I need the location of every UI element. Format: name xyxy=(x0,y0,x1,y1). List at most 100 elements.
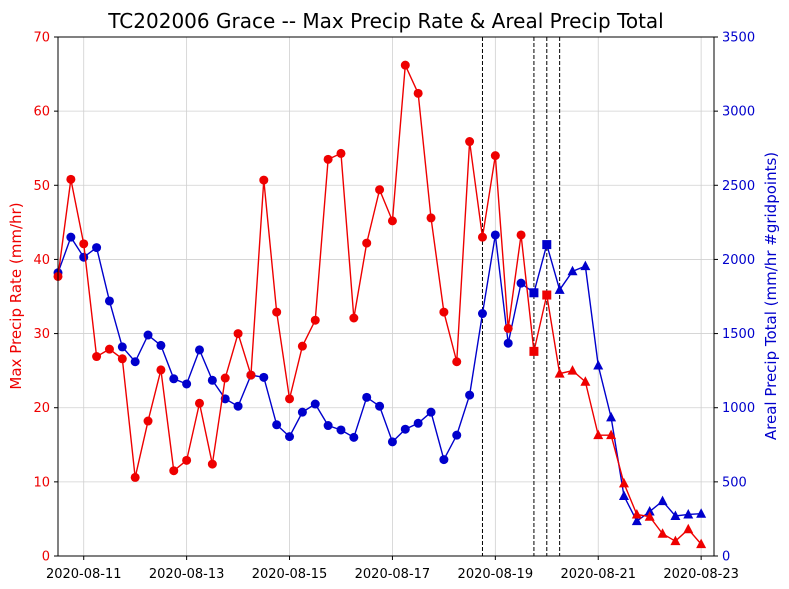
areal-total-point xyxy=(272,420,282,430)
max-rate-point xyxy=(696,538,707,549)
y-left-tick-label: 60 xyxy=(33,105,50,120)
max-rate-point xyxy=(387,216,397,226)
areal-total-point xyxy=(477,309,487,319)
areal-total-point xyxy=(606,411,617,422)
max-rate-point xyxy=(130,472,140,482)
areal-total-point xyxy=(362,392,372,402)
areal-total-point xyxy=(683,508,694,519)
areal-total-point xyxy=(554,284,565,294)
max-rate-point xyxy=(580,376,591,386)
x-tick-label: 2020-08-23 xyxy=(663,567,739,582)
y-left-tick-label: 10 xyxy=(33,475,50,490)
areal-total-point xyxy=(580,260,591,271)
areal-total-point xyxy=(156,340,166,350)
chart-title: TC202006 Grace -- Max Precip Rate & Area… xyxy=(107,9,663,33)
areal-total-point xyxy=(529,288,539,298)
y-left-tick-label: 30 xyxy=(33,327,50,342)
max-rate-point xyxy=(670,535,681,546)
areal-total-point xyxy=(631,515,642,526)
areal-total-point xyxy=(516,278,526,288)
max-rate-point xyxy=(644,511,655,521)
max-rate-point xyxy=(194,398,204,408)
areal-total-point xyxy=(66,232,76,242)
max-rate-point xyxy=(426,213,436,223)
max-rate-point xyxy=(336,148,346,158)
y-left-tick-label: 20 xyxy=(33,401,50,416)
max-rate-point xyxy=(503,323,513,333)
x-tick-label: 2020-08-13 xyxy=(149,567,225,582)
plot-frame xyxy=(57,36,715,557)
areal-total-point xyxy=(593,359,604,370)
max-rate-point xyxy=(272,307,282,317)
max-rate-point xyxy=(323,154,333,164)
max-rate-point xyxy=(529,346,539,356)
grid-layer xyxy=(58,36,714,557)
areal-total-point xyxy=(413,418,423,428)
max-rate-point xyxy=(246,370,256,380)
areal-total-point xyxy=(657,495,668,506)
y-left-tick-label: 50 xyxy=(33,179,50,194)
max-rate-point xyxy=(400,60,410,70)
max-rate-point xyxy=(259,175,269,185)
areal-total-point xyxy=(104,296,114,306)
max-rate-point xyxy=(220,373,230,383)
max-rate-point xyxy=(349,313,359,323)
y-left-tick-label: 70 xyxy=(33,31,50,46)
areal-total-point xyxy=(439,455,449,465)
y-right-tick-label: 2000 xyxy=(722,253,755,268)
max-rate-point xyxy=(606,429,617,440)
areal-total-point xyxy=(182,379,192,389)
max-rate-point xyxy=(477,232,487,242)
areal-total-point xyxy=(375,401,385,411)
areal-total-point xyxy=(670,510,681,520)
areal-total-point xyxy=(207,375,217,385)
right-series-layer xyxy=(53,230,707,526)
x-tick-label: 2020-08-17 xyxy=(355,567,431,582)
y-left-tick-label: 0 xyxy=(42,550,50,565)
max-rate-point xyxy=(490,151,500,161)
max-rate-point xyxy=(104,344,114,354)
max-rate-point xyxy=(554,368,565,378)
max-rate-point xyxy=(233,329,243,339)
areal-total-point xyxy=(696,508,707,518)
areal-total-point xyxy=(465,390,475,400)
areal-total-point xyxy=(194,345,204,355)
max-rate-point xyxy=(362,238,372,248)
max-rate-point xyxy=(92,352,102,362)
max-rate-point xyxy=(169,466,179,476)
areal-total-point xyxy=(117,342,127,352)
areal-total-point xyxy=(618,490,629,500)
y-right-tick-label: 500 xyxy=(722,475,747,490)
max-rate-point xyxy=(516,230,526,240)
max-rate-point xyxy=(310,315,320,325)
areal-total-point xyxy=(400,424,410,434)
max-rate-point xyxy=(593,429,604,440)
max-rate-point xyxy=(117,354,127,364)
max-rate-point xyxy=(567,365,578,375)
x-tick-label: 2020-08-21 xyxy=(560,567,636,582)
max-rate-point xyxy=(542,290,552,300)
areal-total-point xyxy=(259,372,269,382)
max-rate-point xyxy=(631,508,642,519)
areal-total-point xyxy=(233,401,243,411)
left-series-layer xyxy=(53,60,707,549)
x-tick-label: 2020-08-15 xyxy=(252,567,328,582)
areal-total-point xyxy=(503,338,513,348)
areal-total-point xyxy=(285,432,295,442)
areal-total-point xyxy=(169,374,179,384)
max-rate-point xyxy=(156,365,166,375)
y-right-tick-label: 1500 xyxy=(722,327,755,342)
y-left-tick-label: 40 xyxy=(33,253,50,268)
areal-total-point xyxy=(490,230,500,240)
max-rate-point xyxy=(439,307,449,317)
areal-total-point xyxy=(452,430,462,440)
max-rate-point xyxy=(285,394,295,404)
max-rate-point xyxy=(657,528,668,538)
max-rate-point xyxy=(143,416,153,426)
max-rate-point xyxy=(452,357,462,367)
y-right-tick-label: 3000 xyxy=(722,105,755,120)
axis-layer: 2020-08-11 2020-08-13 2020-08-15 2020-08-17… xyxy=(33,31,755,583)
max-rate-point xyxy=(79,239,89,249)
areal-total-point xyxy=(79,252,89,262)
x-tick-label: 2020-08-19 xyxy=(458,567,534,582)
